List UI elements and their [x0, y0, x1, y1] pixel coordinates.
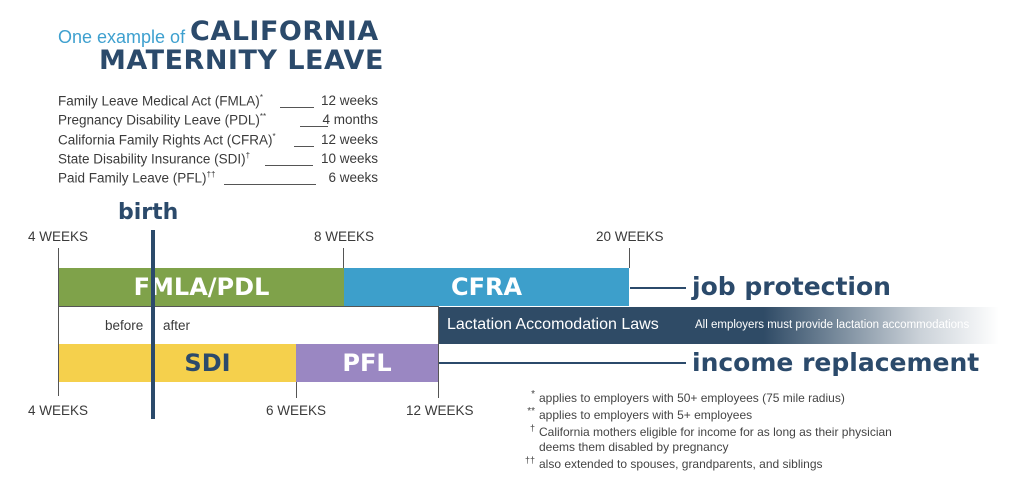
- leave-item-pdl: Pregnancy Disability Leave (PDL)** 4 mon…: [58, 112, 378, 130]
- title-line-1: CALIFORNIA: [190, 16, 379, 47]
- bottom-tick-label: 4 WEEKS: [28, 403, 89, 418]
- title-prefix: One example of: [58, 27, 186, 47]
- footnote-mark: *: [531, 389, 535, 400]
- footnote-text: deems them disabled by pregnancy: [539, 440, 729, 454]
- title-line-2: MATERNITY LEAVE: [99, 45, 384, 76]
- footnote-text: California mothers eligible for income f…: [539, 425, 892, 439]
- income-replacement-connector: [439, 362, 686, 364]
- after-label: after: [163, 318, 191, 333]
- tick-line: [58, 248, 59, 396]
- footnote-text: also extended to spouses, grandparents, …: [539, 457, 823, 471]
- footnote-mark: **: [527, 406, 535, 417]
- sdi-bar: SDI: [59, 344, 296, 382]
- income-replacement-label: income replacement: [692, 348, 980, 377]
- footnote: * applies to employers with 50+ employee…: [515, 389, 935, 406]
- tick-line: [438, 306, 439, 398]
- leave-name: Family Leave Medical Act (FMLA): [58, 93, 260, 109]
- pfl-bar: PFL: [296, 344, 438, 382]
- leave-name: California Family Rights Act (CFRA): [58, 132, 273, 148]
- leave-item-pfl: Paid Family Leave (PFL)†† 6 weeks: [58, 170, 378, 188]
- leave-name: Paid Family Leave (PFL): [58, 170, 207, 186]
- middle-row-frame: [58, 306, 439, 344]
- leader-line: [224, 184, 316, 185]
- top-tick-label: 8 WEEKS: [314, 229, 375, 244]
- leave-mark: ††: [206, 170, 216, 179]
- sdi-label: SDI: [184, 349, 231, 377]
- pfl-label: PFL: [342, 349, 392, 377]
- leave-name: Pregnancy Disability Leave (PDL): [58, 112, 260, 128]
- leave-item-fmla: Family Leave Medical Act (FMLA)* 12 week…: [58, 93, 378, 111]
- footnote-continuation: deems them disabled by pregnancy: [515, 440, 935, 455]
- cfra-bar: CFRA: [344, 268, 629, 306]
- footnote: † California mothers eligible for income…: [515, 423, 935, 440]
- leave-mark: †: [245, 151, 251, 160]
- job-protection-label: job protection: [692, 272, 891, 301]
- lactation-bar: Lactation Accomodation Laws All employer…: [439, 307, 999, 344]
- tick-line: [343, 248, 344, 268]
- tick-line: [296, 382, 297, 398]
- birth-line: [151, 230, 155, 419]
- leader-line: [265, 165, 313, 166]
- fmla-pdl-label: FMLA/PDL: [133, 273, 270, 301]
- footnote: ** applies to employers with 5+ employee…: [515, 406, 935, 423]
- before-label: before: [105, 318, 144, 333]
- leave-value: 12 weeks: [320, 93, 378, 108]
- tick-line: [629, 248, 630, 268]
- leave-mark: **: [259, 112, 267, 121]
- leader-line: [294, 146, 314, 147]
- birth-label: birth: [118, 200, 179, 225]
- leave-value: 6 weeks: [328, 170, 378, 185]
- lactation-label: Lactation Accomodation Laws: [447, 316, 659, 333]
- job-protection-connector: [630, 287, 686, 289]
- top-tick-label: 20 WEEKS: [596, 229, 664, 244]
- footnote-mark: ††: [524, 455, 535, 465]
- footnote-mark: †: [529, 423, 535, 433]
- leave-value: 4 months: [322, 112, 378, 127]
- leave-mark: *: [259, 93, 263, 102]
- footnote-text: applies to employers with 50+ employees …: [539, 391, 845, 405]
- lactation-note: All employers must provide lactation acc…: [695, 319, 970, 331]
- footnote: †† also extended to spouses, grandparent…: [515, 455, 935, 472]
- footnote-text: applies to employers with 5+ employees: [539, 408, 753, 422]
- cfra-label: CFRA: [450, 273, 523, 301]
- leave-item-cfra: California Family Rights Act (CFRA)* 12 …: [58, 132, 378, 150]
- leader-line: [300, 126, 328, 127]
- leave-item-sdi: State Disability Insurance (SDI)† 10 wee…: [58, 151, 378, 169]
- leave-name: State Disability Insurance (SDI): [58, 151, 246, 167]
- leave-mark: *: [272, 132, 276, 141]
- leave-value: 12 weeks: [320, 132, 378, 147]
- leader-line: [280, 107, 314, 108]
- fmla-pdl-bar: FMLA/PDL: [59, 268, 344, 306]
- top-tick-label: 4 WEEKS: [28, 229, 89, 244]
- bottom-tick-label: 6 WEEKS: [266, 403, 327, 418]
- leave-value: 10 weeks: [320, 151, 378, 166]
- bottom-tick-label: 12 WEEKS: [406, 403, 474, 418]
